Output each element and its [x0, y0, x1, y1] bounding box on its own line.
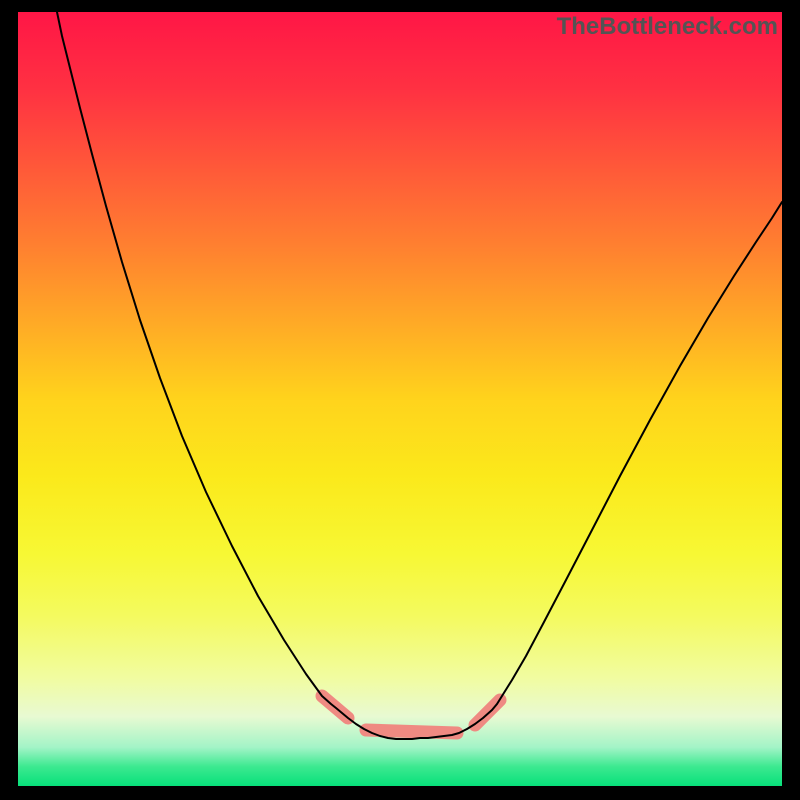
gradient-background [18, 12, 782, 786]
chart-svg [18, 12, 782, 786]
plot-area [18, 12, 782, 786]
watermark-text: TheBottleneck.com [557, 13, 778, 41]
